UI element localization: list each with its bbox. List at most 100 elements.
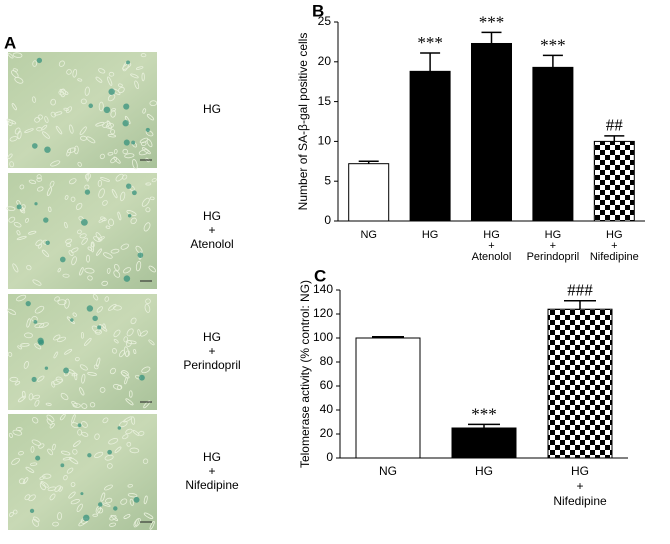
cell [34, 399, 40, 407]
cell [149, 100, 158, 107]
cell [126, 328, 134, 337]
bar [348, 163, 390, 222]
cell [132, 159, 138, 170]
cell [9, 376, 19, 382]
cell [36, 177, 43, 182]
cell [110, 156, 118, 164]
stained-cell [59, 256, 66, 263]
cell [108, 303, 117, 311]
x-tick-label: + [611, 240, 617, 252]
cell [109, 515, 117, 521]
cell [84, 267, 95, 274]
cell [107, 94, 116, 102]
cell [73, 440, 81, 447]
cell [98, 188, 105, 199]
annotation: ## [606, 116, 624, 135]
cell [30, 462, 38, 466]
y-axis-label: Telomerase activity (% control: NG) [298, 280, 312, 468]
cell [11, 457, 20, 465]
cell [18, 450, 24, 456]
cell [141, 141, 147, 147]
cell [7, 351, 13, 357]
cell [104, 454, 114, 461]
cell [11, 70, 19, 78]
cell [84, 86, 90, 96]
cell [64, 298, 70, 309]
caption: + [208, 344, 215, 358]
cell [124, 153, 135, 159]
cell [6, 118, 17, 125]
y-tick-label: 80 [320, 354, 334, 368]
cell [87, 246, 93, 251]
cell [81, 237, 88, 245]
cell [74, 145, 79, 155]
x-tick-label: Nifedipine [553, 494, 607, 508]
x-tick-label: Atenolol [472, 251, 512, 263]
cell [141, 72, 145, 82]
cell [14, 381, 21, 386]
cell [79, 387, 85, 396]
cell [143, 512, 154, 519]
cell [129, 390, 133, 398]
stained-cell [138, 374, 145, 381]
cell [120, 371, 130, 379]
cell [134, 518, 139, 527]
cell [59, 413, 66, 421]
cell [102, 417, 109, 424]
cell [117, 384, 123, 390]
cell [16, 294, 27, 302]
cell [50, 98, 56, 106]
cell [140, 330, 148, 337]
stained-cell [25, 300, 31, 307]
cell [23, 361, 29, 369]
cell [34, 343, 42, 350]
cell [81, 373, 86, 384]
stained-cell [97, 502, 103, 507]
stained-cell [43, 217, 49, 223]
stained-cell [31, 376, 37, 382]
cell [41, 249, 50, 258]
cell [138, 430, 145, 436]
y-tick-label: 10 [318, 134, 332, 148]
cell [137, 329, 141, 337]
cell [18, 478, 26, 485]
annotation: *** [417, 33, 443, 52]
cell [113, 338, 119, 344]
cell [24, 332, 33, 339]
cell [89, 402, 96, 408]
cell [64, 348, 73, 355]
cell [120, 243, 129, 250]
cell [45, 402, 52, 406]
cell [123, 514, 131, 519]
stained-cell [35, 455, 41, 461]
caption: HG [203, 209, 221, 223]
cell [145, 207, 151, 213]
cell [7, 52, 14, 59]
cell [103, 252, 113, 259]
cell [141, 366, 151, 374]
cell [110, 129, 116, 135]
x-tick-label: HG [571, 464, 589, 478]
panel-label: B [312, 1, 324, 20]
cell [21, 390, 26, 399]
cell [99, 153, 105, 160]
cell [55, 376, 64, 383]
cell [63, 475, 68, 481]
cell [93, 236, 101, 242]
panel-label: A [4, 33, 16, 52]
cell [113, 149, 118, 155]
cell [53, 351, 59, 359]
y-tick-label: 0 [326, 450, 333, 464]
cell [50, 160, 61, 167]
cell [133, 348, 137, 355]
cell [105, 497, 113, 504]
cell [19, 184, 25, 190]
cell [118, 86, 125, 94]
caption: HG [203, 330, 221, 344]
stained-cell [113, 506, 118, 511]
cell [62, 273, 70, 278]
cell [93, 364, 99, 370]
cell [72, 312, 77, 317]
stained-cell [70, 318, 74, 322]
cell [143, 400, 151, 409]
